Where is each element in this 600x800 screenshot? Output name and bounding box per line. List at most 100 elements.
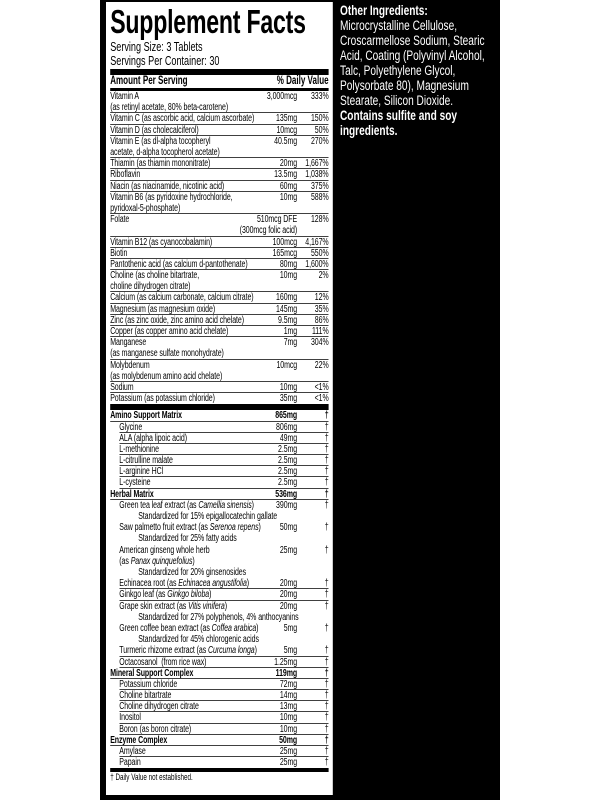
ingredient-name-text: Choline dihydrogen citrate [119, 701, 199, 713]
ingredient-name: Herbal Matrix [110, 489, 328, 500]
ingredient-name: Green tea leaf extract (as Camellia sine… [119, 500, 328, 511]
header-divider [110, 88, 329, 91]
nutrient-amount: 10mg [279, 270, 298, 282]
nutrient-daily-value: 35% [314, 303, 329, 315]
nutrient-daily-value: 1,038% [305, 169, 329, 181]
ingredient-name-text: Octacosanol (from rice wax) [119, 656, 207, 668]
nutrient-amount: 7mg [283, 337, 298, 349]
ingredient-name: Turmeric rhizome extract (as Curcuma lon… [119, 645, 328, 656]
standardization-note: Standardized for 25% fatty acids [119, 533, 328, 544]
ingredient-row: Grape skin extract (as Vitis vinifera) 20… [119, 601, 328, 612]
botanical-name: Coffea arabica [211, 622, 257, 634]
botanical-name: Vitis vinifera [188, 600, 225, 612]
ingredient-row: Echinacea root (as Echinacea angustifoli… [119, 578, 328, 589]
ingredient-row: Ginkgo leaf (as Ginkgo biloba) 20mg † [119, 589, 328, 600]
ingredient-name-text: L-arginine HCl [119, 466, 164, 478]
nutrient-row: Vitamin C (as ascorbic acid, calcium asc… [110, 113, 328, 124]
ingredient-amount: 536mg [275, 488, 298, 500]
standardization-note: Standardized for 45% chlorogenic acids [119, 634, 328, 645]
ingredient-name-text: Standardized for 15% epigallocatechin ga… [138, 511, 278, 523]
ingredient-name: L-cysteine [119, 477, 328, 488]
nutrient-amount: 60mg [279, 180, 298, 192]
ingredient-name-text: Amino Support Matrix [110, 410, 182, 422]
ingredient-name: Choline dihydrogen citrate [119, 701, 328, 712]
nutrient-daily-value: 1,667% [305, 158, 329, 170]
nutrient-name: Choline (as choline bitartrate, choline … [110, 270, 200, 293]
nutrient-name: Zinc (as zinc oxide, zinc amino acid che… [110, 314, 244, 326]
servings-per-container: Servings Per Container: 30 [110, 53, 220, 68]
ingredient-row: L-methionine 2.5mg † [119, 444, 328, 455]
dagger-mark: † [324, 757, 329, 769]
nutrient-row: Biotin 165mcg 550% [110, 248, 328, 259]
ingredient-amount: 119mg [275, 667, 298, 679]
nutrient-row: Vitamin D (as cholecalciferol) 10mcg 50% [110, 125, 328, 136]
dagger-mark: † [324, 656, 329, 668]
dagger-mark: † [324, 645, 329, 657]
nutrient-name: Niacin (as niacinamide, nicotinic acid) [110, 180, 225, 192]
nutrient-daily-value: 2% [318, 270, 329, 282]
ingredient-amount: 25mg [279, 544, 298, 556]
nutrient-daily-value: 12% [314, 292, 329, 304]
ingredient-amount: 5mg [283, 622, 298, 634]
ingredient-name-end: ) [209, 589, 212, 601]
nutrient-row: Vitamin E (as dl-alpha tocopheryl acetat… [110, 136, 328, 158]
ingredient-name: Standardized for 15% epigallocatechin ga… [119, 511, 328, 522]
blend-group-row: Amino Support Matrix 865mg † [110, 410, 328, 421]
nutrient-name: Vitamin A (as retinyl acetate, 80% beta-… [110, 91, 229, 113]
nutrient-row: Vitamin A (as retinyl acetate, 80% beta-… [110, 91, 328, 113]
ingredient-name: Ginkgo leaf (as Ginkgo biloba) [119, 589, 328, 600]
ingredient-name-text: Enzyme Complex [110, 734, 168, 746]
ingredient-row: Turmeric rhizome extract (as Curcuma lon… [119, 645, 328, 656]
ingredient-name: Saw palmetto fruit extract (as Serenoa r… [119, 522, 328, 533]
ingredient-row: L-cysteine 2.5mg † [119, 477, 328, 488]
header-daily-value: % Daily Value [276, 75, 329, 87]
header-amount: Amount Per Serving [110, 75, 188, 87]
nutrient-name: Potassium (as potassium chloride) [110, 393, 215, 405]
nutrient-daily-value: 375% [310, 180, 329, 192]
ingredient-name-text: Standardized for 27% polyphenols, 4% ant… [138, 611, 299, 623]
nutrient-row: Folate 510mcg DFE (300mcg folic acid) 128% [110, 214, 328, 236]
dagger-mark: † [324, 522, 329, 534]
ingredient-name-end: ) [256, 622, 259, 634]
ingredient-amount: 50mg [279, 734, 298, 746]
ingredient-name-text: L-cysteine [119, 477, 151, 489]
dagger-mark: † [324, 600, 329, 612]
nutrient-amount: 165mcg [272, 247, 298, 259]
nutrient-amount: 10mg [279, 381, 298, 393]
nutrient-row: Sodium 10mg <1% [110, 382, 328, 393]
dagger-mark: † [324, 678, 329, 690]
ingredient-name-text: Glycine [119, 421, 143, 433]
ingredient-name: Green coffee bean extract (as Coffea ara… [119, 623, 328, 634]
nutrient-name: Vitamin B12 (as cyanocobalamin) [110, 236, 213, 248]
standardization-note: Standardized for 20% ginsenosides [119, 567, 328, 578]
nutrient-daily-value: 1,600% [305, 258, 329, 270]
nutrient-row: Magnesium (as magnesium oxide) 145mg 35% [110, 304, 328, 315]
dagger-mark: † [324, 421, 329, 433]
nutrient-amount: 100mcg [272, 236, 298, 248]
ingredient-amount: 2.5mg [277, 466, 298, 478]
nutrient-amount: 10mcg [276, 124, 298, 136]
ingredient-name-text: Green tea leaf extract (as [119, 499, 199, 511]
dagger-mark: † [324, 690, 329, 702]
ingredient-name: Inositol [119, 712, 328, 723]
nutrient-daily-value: 150% [310, 113, 329, 125]
nutrient-name: Thiamin (as thiamin mononitrate) [110, 158, 211, 170]
ingredient-amount: 5mg [283, 645, 298, 657]
nutrient-name: Riboflavin [110, 169, 141, 181]
ingredient-name: Potassium chloride [119, 679, 328, 690]
dagger-mark: † [324, 589, 329, 601]
dagger-mark: † [324, 432, 329, 444]
ingredient-name-text: Potassium chloride [119, 678, 178, 690]
nutrient-row: Zinc (as zinc oxide, zinc amino acid che… [110, 315, 328, 326]
nutrient-row: Molybdenum (as molybdenum amino acid che… [110, 360, 328, 382]
ingredient-name-text: ALA (alpha lipoic acid) [119, 432, 187, 444]
nutrient-amount: 10mcg [276, 359, 298, 371]
nutrient-name: Copper (as copper amino acid chelate) [110, 326, 229, 338]
nutrient-amount: 20mg [279, 158, 298, 170]
ingredient-amount: 50mg [279, 522, 298, 534]
other-ingredients-heading: Other Ingredients: [340, 3, 428, 18]
ingredient-row: Octacosanol (from rice wax) 1.25mg † [119, 657, 328, 668]
ingredient-amount: 20mg [279, 578, 298, 590]
nutrient-row: Choline (as choline bitartrate, choline … [110, 270, 328, 292]
ingredient-name-text: Grape skin extract (as [119, 600, 189, 612]
